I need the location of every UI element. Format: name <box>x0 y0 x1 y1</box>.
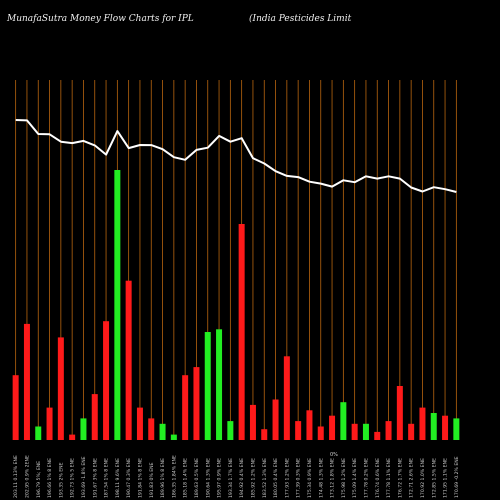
grid-lines <box>15 80 457 440</box>
volume-bar <box>227 421 234 440</box>
x-tick-label: 203.11 0.13% ENE <box>13 455 19 498</box>
volume-bar <box>114 170 121 440</box>
x-tick-label: 173.12 1.8% ENE <box>330 458 336 498</box>
x-tick-label: 176.74 0.6% ENE <box>375 458 381 498</box>
chart-subtitle: (India Pesticides Limit <box>249 14 352 24</box>
chart-title: MunafaSutra Money Flow Charts for IPL <box>7 14 194 24</box>
volume-bar <box>317 426 324 440</box>
volume-bar <box>170 434 177 440</box>
x-tick-label: 171.95 1.1% ENE <box>443 458 449 498</box>
volume-bar <box>182 375 189 440</box>
x-tick-label: 193.34 1.7% ENE <box>228 458 234 498</box>
volume-bar <box>283 356 290 440</box>
volume-bar <box>340 402 347 440</box>
x-tick-label: 189.63 0.5% ENE <box>194 458 200 498</box>
x-tick-label: 193.35 2% ENE <box>58 462 64 498</box>
x-tick-label: 196.79 5%; ENE <box>36 461 42 498</box>
x-tick-label: 194.92 0.4% ENE <box>239 458 245 498</box>
volume-bar <box>408 423 415 440</box>
x-tick-label: 191.67 3% 8 ENE <box>92 458 98 498</box>
volume-bar <box>249 404 256 440</box>
x-tick-label: 177.93 1.2% ENE <box>284 458 290 498</box>
x-tick-label: 192.73 1% 5 ENE <box>70 458 76 498</box>
volume-bar <box>329 415 336 440</box>
x-tick-label: 170.92 1.0% ENE <box>420 458 426 498</box>
volume-bar <box>351 423 358 440</box>
x-tick-label: 196.66 1% 8 ENE <box>47 458 53 498</box>
volume-bar <box>159 423 166 440</box>
volume-bar <box>238 224 245 440</box>
volume-bar <box>306 410 313 440</box>
volume-bar <box>35 426 42 440</box>
x-tick-label: 191.83 0% ENE <box>149 462 155 498</box>
x-tick-label: 174.48 1.3% ENE <box>318 458 324 498</box>
volume-bar <box>362 423 369 440</box>
volume-bar <box>46 407 53 440</box>
x-tick-label: 180.05 0.4% ENE <box>273 458 279 498</box>
x-tick-label: 172.85 1.5% ENE <box>431 458 437 498</box>
x-tick-label: 177.78 1.1% ENE <box>386 458 392 498</box>
x-tick-label: 190.64 1.3% ENE <box>205 458 211 498</box>
volume-bar <box>125 280 132 440</box>
volume-bar <box>91 394 98 440</box>
x-tick-label: 185.18 1.4% ENE <box>183 458 189 498</box>
volume-bar <box>295 421 302 440</box>
x-tick-label: 186.35 1.84% ENE <box>171 455 177 498</box>
zero-percent-label: 0% <box>330 452 338 458</box>
volume-bar <box>374 431 381 440</box>
volume-bar <box>80 418 87 440</box>
volume-bars <box>12 170 460 440</box>
x-tick-label: 191.84 1% 8 ENE <box>137 458 143 498</box>
x-tick-label: 187.54 1% 8 ENE <box>104 458 110 498</box>
x-tick-label: 183.52 1.3% ENE <box>262 458 268 498</box>
volume-bar <box>216 329 223 440</box>
price-line <box>15 119 457 193</box>
volume-bar <box>204 332 211 440</box>
volume-bar <box>193 367 200 440</box>
volume-bar <box>136 407 143 440</box>
volume-bar <box>419 407 426 440</box>
volume-bar <box>57 337 64 440</box>
volume-bar <box>430 413 437 440</box>
x-tick-label: 202.95 0.9% 2ENE <box>24 455 30 498</box>
x-tick-label: 189.96 1% 8 ENE <box>160 458 166 498</box>
x-tick-label: 175.09 1.4% ENE <box>352 458 358 498</box>
volume-bar <box>103 321 110 440</box>
x-tick-label: 185.92 1.2% ENE <box>250 458 256 498</box>
x-tick-label: 195.97 0.9% ENE <box>217 458 223 498</box>
x-tick-label: 170.69 -0.2% ENE <box>454 456 460 498</box>
x-tick-label: 172.71 2.6% ENE <box>409 458 415 498</box>
x-tick-label: 177.39 0.3% ENE <box>296 458 302 498</box>
volume-bar <box>272 399 279 440</box>
volume-bar <box>442 415 449 440</box>
x-tick-label: 177.78 0.2% ENE <box>363 458 369 498</box>
x-tick-label: 198.11 9.6% ENE <box>115 458 121 498</box>
x-tick-label: 193.69 -1.8% ENE <box>81 456 87 498</box>
x-tick-label: 190.47 0.3% ENE <box>126 458 132 498</box>
x-tick-label: 176.72 1.7% ENE <box>397 458 403 498</box>
x-tick-label: 175.98 1.2% ENE <box>341 458 347 498</box>
volume-bar <box>23 323 30 440</box>
x-tick-labels: 203.11 0.13% ENE 202.95 0.9% 2ENE 196.79 5… <box>13 455 460 498</box>
volume-bar <box>148 418 155 440</box>
volume-bar <box>385 421 392 440</box>
volume-bar <box>261 429 268 440</box>
volume-bar <box>453 418 460 440</box>
volume-bar <box>396 386 403 440</box>
x-tick-label: 175.34 0.9% ENE <box>307 458 313 498</box>
volume-bar <box>12 375 19 440</box>
volume-bar <box>69 434 76 440</box>
